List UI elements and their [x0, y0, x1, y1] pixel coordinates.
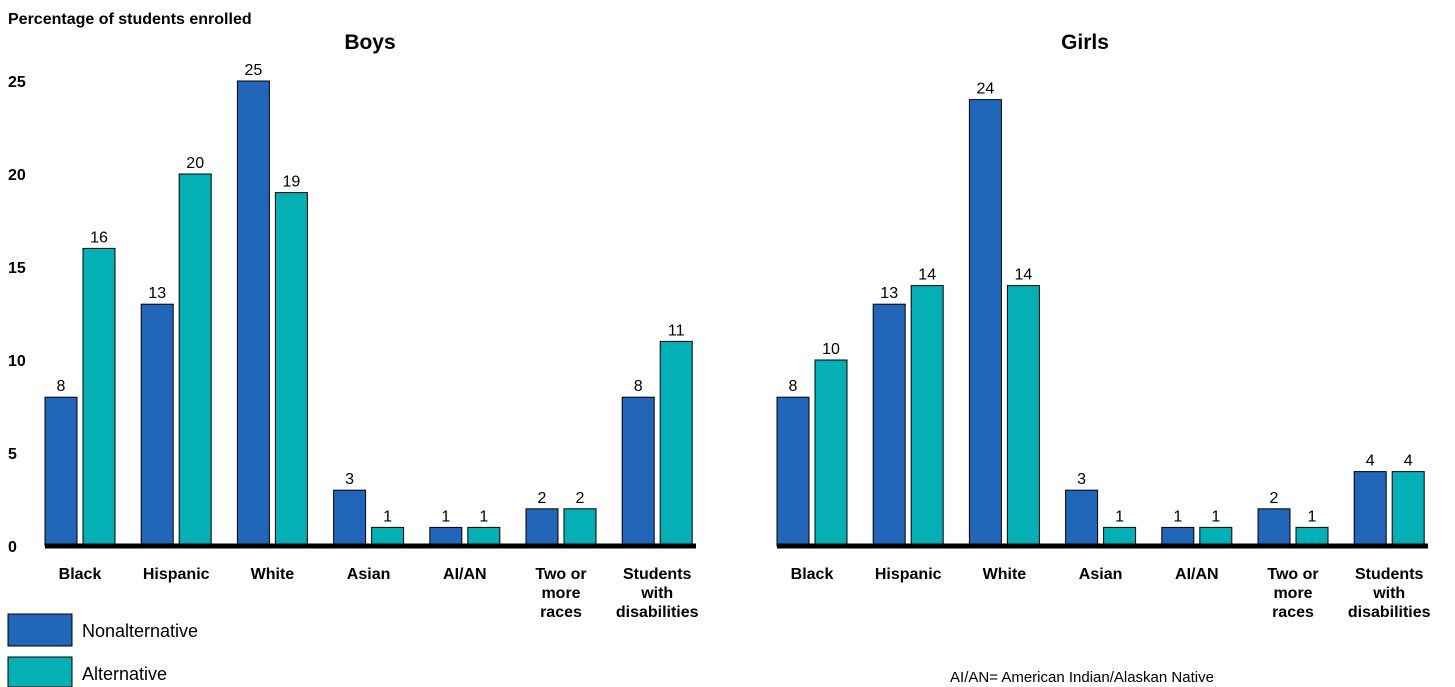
boys-data-label: 11: [668, 322, 685, 339]
boys-bar-nonalternative-ai-an: [429, 526, 463, 547]
y-tick-label: 25: [8, 74, 26, 91]
boys-data-label: 19: [283, 174, 301, 191]
girls-data-label: 1: [1173, 508, 1182, 525]
girls-bar-alternative-asian: [1103, 526, 1137, 547]
girls-title: Girls: [1061, 31, 1109, 54]
boys-data-label: 1: [441, 508, 450, 525]
boys-category-label-hispanic: Hispanic: [143, 566, 210, 583]
girls-bar-nonalternative-white: [968, 99, 1002, 547]
girls-bar-nonalternative-students-with-disabilities: [1353, 471, 1387, 547]
legend-swatch-alternative: [7, 656, 73, 687]
boys-panel: Boys0510152025816Black1320Hispanic2519Wh…: [8, 31, 699, 621]
y-tick-label: 10: [8, 353, 26, 370]
boys-bar-alternative-students-with-disabilities: [659, 340, 693, 547]
boys-data-label: 25: [245, 62, 263, 79]
boys-data-label: 16: [90, 229, 108, 246]
girls-bar-alternative-two-or-more-races: [1295, 526, 1329, 547]
boys-bar-alternative-white: [274, 192, 308, 547]
boys-category-label-students-with-disabilities: Students with disabilities: [616, 566, 699, 621]
girls-data-label: 14: [918, 267, 936, 284]
boys-bar-nonalternative-students-with-disabilities: [621, 396, 655, 547]
boys-bar-nonalternative-asian: [333, 489, 367, 547]
girls-data-label: 4: [1404, 453, 1413, 470]
y-axis-title: Percentage of students enrolled: [8, 11, 252, 28]
girls-data-label: 3: [1077, 471, 1086, 488]
girls-panel: Girls810Black1314Hispanic2414White31Asia…: [776, 31, 1431, 621]
girls-data-label: 10: [822, 341, 840, 358]
y-tick-label: 15: [8, 260, 26, 277]
boys-bar-alternative-hispanic: [178, 173, 212, 547]
girls-category-label-hispanic: Hispanic: [875, 566, 942, 583]
boys-data-label: 1: [383, 508, 392, 525]
boys-data-label: 2: [576, 490, 585, 507]
girls-data-label: 24: [977, 81, 995, 98]
boys-bar-alternative-two-or-more-races: [563, 508, 597, 547]
girls-bar-nonalternative-ai-an: [1161, 526, 1195, 547]
boys-category-label-asian: Asian: [347, 566, 391, 583]
girls-category-label-two-or-more-races: Two or more races: [1267, 566, 1318, 621]
boys-data-label: 3: [345, 471, 354, 488]
footnote: AI/AN= American Indian/Alaskan Native: [950, 669, 1214, 686]
boys-category-label-two-or-more-races: Two or more races: [535, 566, 586, 621]
y-tick-label: 5: [8, 446, 17, 463]
girls-category-label-white: White: [983, 566, 1027, 583]
girls-bar-alternative-students-with-disabilities: [1391, 471, 1425, 547]
legend-label-nonalternative: Nonalternative: [82, 621, 198, 641]
boys-bar-alternative-asian: [371, 526, 405, 547]
girls-bar-nonalternative-two-or-more-races: [1257, 508, 1291, 547]
girls-category-label-students-with-disabilities: Students with disabilities: [1348, 566, 1431, 621]
girls-bar-alternative-ai-an: [1199, 526, 1233, 547]
girls-data-label: 1: [1211, 508, 1220, 525]
boys-data-label: 20: [186, 155, 204, 172]
boys-bar-alternative-ai-an: [467, 526, 501, 547]
girls-data-label: 13: [880, 285, 898, 302]
girls-category-label-asian: Asian: [1079, 566, 1123, 583]
girls-bar-nonalternative-hispanic: [872, 303, 906, 547]
y-tick-label: 20: [8, 167, 26, 184]
girls-category-label-black: Black: [791, 566, 834, 583]
girls-category-label-ai-an: AI/AN: [1175, 566, 1219, 583]
boys-bar-nonalternative-hispanic: [140, 303, 174, 547]
boys-title: Boys: [344, 31, 395, 54]
boys-bar-alternative-black: [82, 247, 116, 547]
boys-data-label: 2: [538, 490, 547, 507]
boys-category-label-white: White: [251, 566, 295, 583]
y-tick-label: 0: [8, 539, 17, 556]
boys-bar-nonalternative-black: [44, 396, 78, 547]
girls-bar-alternative-hispanic: [910, 285, 944, 547]
girls-data-label: 2: [1270, 490, 1279, 507]
girls-data-label: 4: [1366, 453, 1375, 470]
legend-swatch-nonalternative: [7, 613, 73, 647]
boys-bar-nonalternative-two-or-more-races: [525, 508, 559, 547]
girls-data-label: 14: [1015, 267, 1033, 284]
girls-data-label: 1: [1308, 508, 1317, 525]
girls-bar-alternative-black: [814, 359, 848, 547]
girls-bar-nonalternative-black: [776, 396, 810, 547]
boys-bar-nonalternative-white: [236, 80, 270, 547]
girls-bar-alternative-white: [1006, 285, 1040, 547]
girls-bar-nonalternative-asian: [1065, 489, 1099, 547]
legend-label-alternative: Alternative: [82, 664, 167, 684]
girls-data-label: 1: [1115, 508, 1124, 525]
boys-data-label: 1: [479, 508, 488, 525]
boys-category-label-black: Black: [59, 566, 102, 583]
boys-category-label-ai-an: AI/AN: [443, 566, 487, 583]
boys-data-label: 13: [148, 285, 166, 302]
legend: Nonalternative Alternative: [7, 613, 198, 687]
girls-data-label: 8: [789, 378, 798, 395]
boys-data-label: 8: [634, 378, 643, 395]
boys-data-label: 8: [57, 378, 66, 395]
